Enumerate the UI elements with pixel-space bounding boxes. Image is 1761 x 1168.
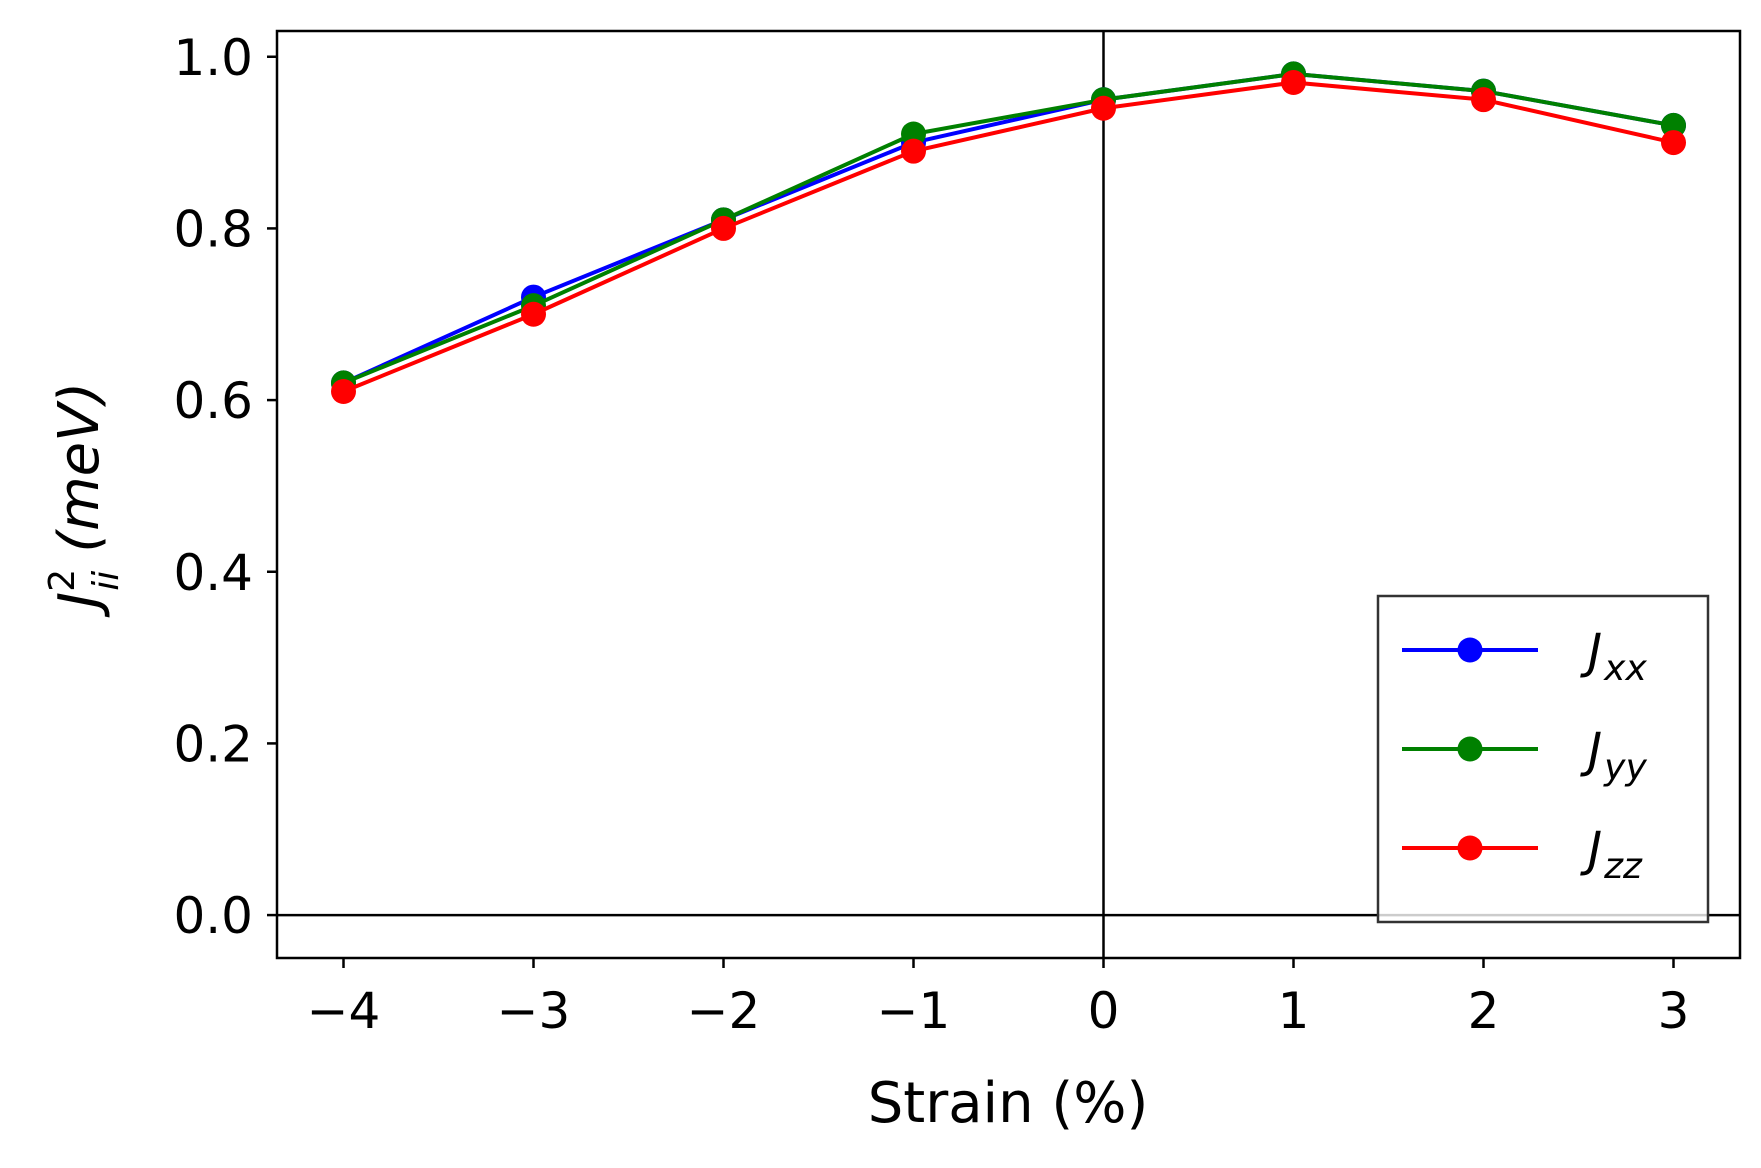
data-point-jzz [331, 379, 356, 404]
legend-label-subscript: xx [1603, 648, 1647, 689]
x-axis-title: Strain (%) [868, 1071, 1149, 1136]
series-line-jyy [342, 71, 1674, 385]
data-point-jzz [1471, 87, 1496, 113]
data-point-jzz [1661, 130, 1686, 156]
y-tick-label: 0.0 [173, 887, 253, 945]
legend-marker-jyy [1457, 736, 1483, 762]
data-point-jzz [901, 138, 926, 164]
x-tick-label: −2 [687, 982, 761, 1040]
x-tick-label: 0 [1088, 982, 1120, 1040]
svg-text:J2ii(meV): J2ii (meV) [42, 382, 127, 618]
series-line-jzz [342, 80, 1674, 394]
y-axis-title-base: J [47, 592, 112, 619]
x-axis-ticks: −4 −3 −2 −1 0 1 2 3 [307, 958, 1690, 1040]
legend-label-jzz: Jzz [1580, 822, 1643, 887]
y-axis-title: J2ii (meV) [42, 382, 127, 618]
series-line-jxx [342, 71, 1674, 385]
x-tick-label: 1 [1278, 982, 1310, 1040]
legend-label-subscript: yy [1603, 747, 1647, 788]
series-layer [331, 61, 1686, 404]
data-point-jzz [711, 215, 736, 241]
y-tick-label: 0.8 [173, 200, 253, 258]
legend-label-subscript: zz [1603, 846, 1643, 887]
y-axis-ticks: 0.0 0.2 0.4 0.6 0.8 1.0 [173, 29, 277, 945]
legend-box [1376, 594, 1710, 924]
legend-marker-jxx [1457, 637, 1483, 663]
y-axis-title-unit: (meV) [47, 382, 112, 553]
y-axis-title-superscript: 2 [42, 569, 83, 592]
plot-area-frame [275, 29, 1742, 960]
x-tick-label: −4 [307, 982, 381, 1040]
x-tick-label: 2 [1468, 982, 1500, 1040]
x-tick-label: −1 [877, 982, 951, 1040]
x-tick-label: −3 [497, 982, 571, 1040]
data-point-jzz [1281, 70, 1306, 95]
data-point-jzz [1091, 95, 1116, 121]
x-tick-label: 3 [1658, 982, 1690, 1040]
data-point-jyy [901, 121, 926, 147]
data-point-jyy [1661, 112, 1686, 138]
y-tick-label: 0.6 [173, 372, 253, 430]
y-tick-label: 0.2 [173, 715, 253, 773]
y-axis-title-subscript: ii [86, 571, 127, 591]
data-point-jzz [521, 301, 546, 327]
y-tick-label: 0.4 [173, 544, 253, 602]
legend-marker-jzz [1457, 835, 1483, 861]
y-tick-label: 1.0 [173, 29, 253, 87]
